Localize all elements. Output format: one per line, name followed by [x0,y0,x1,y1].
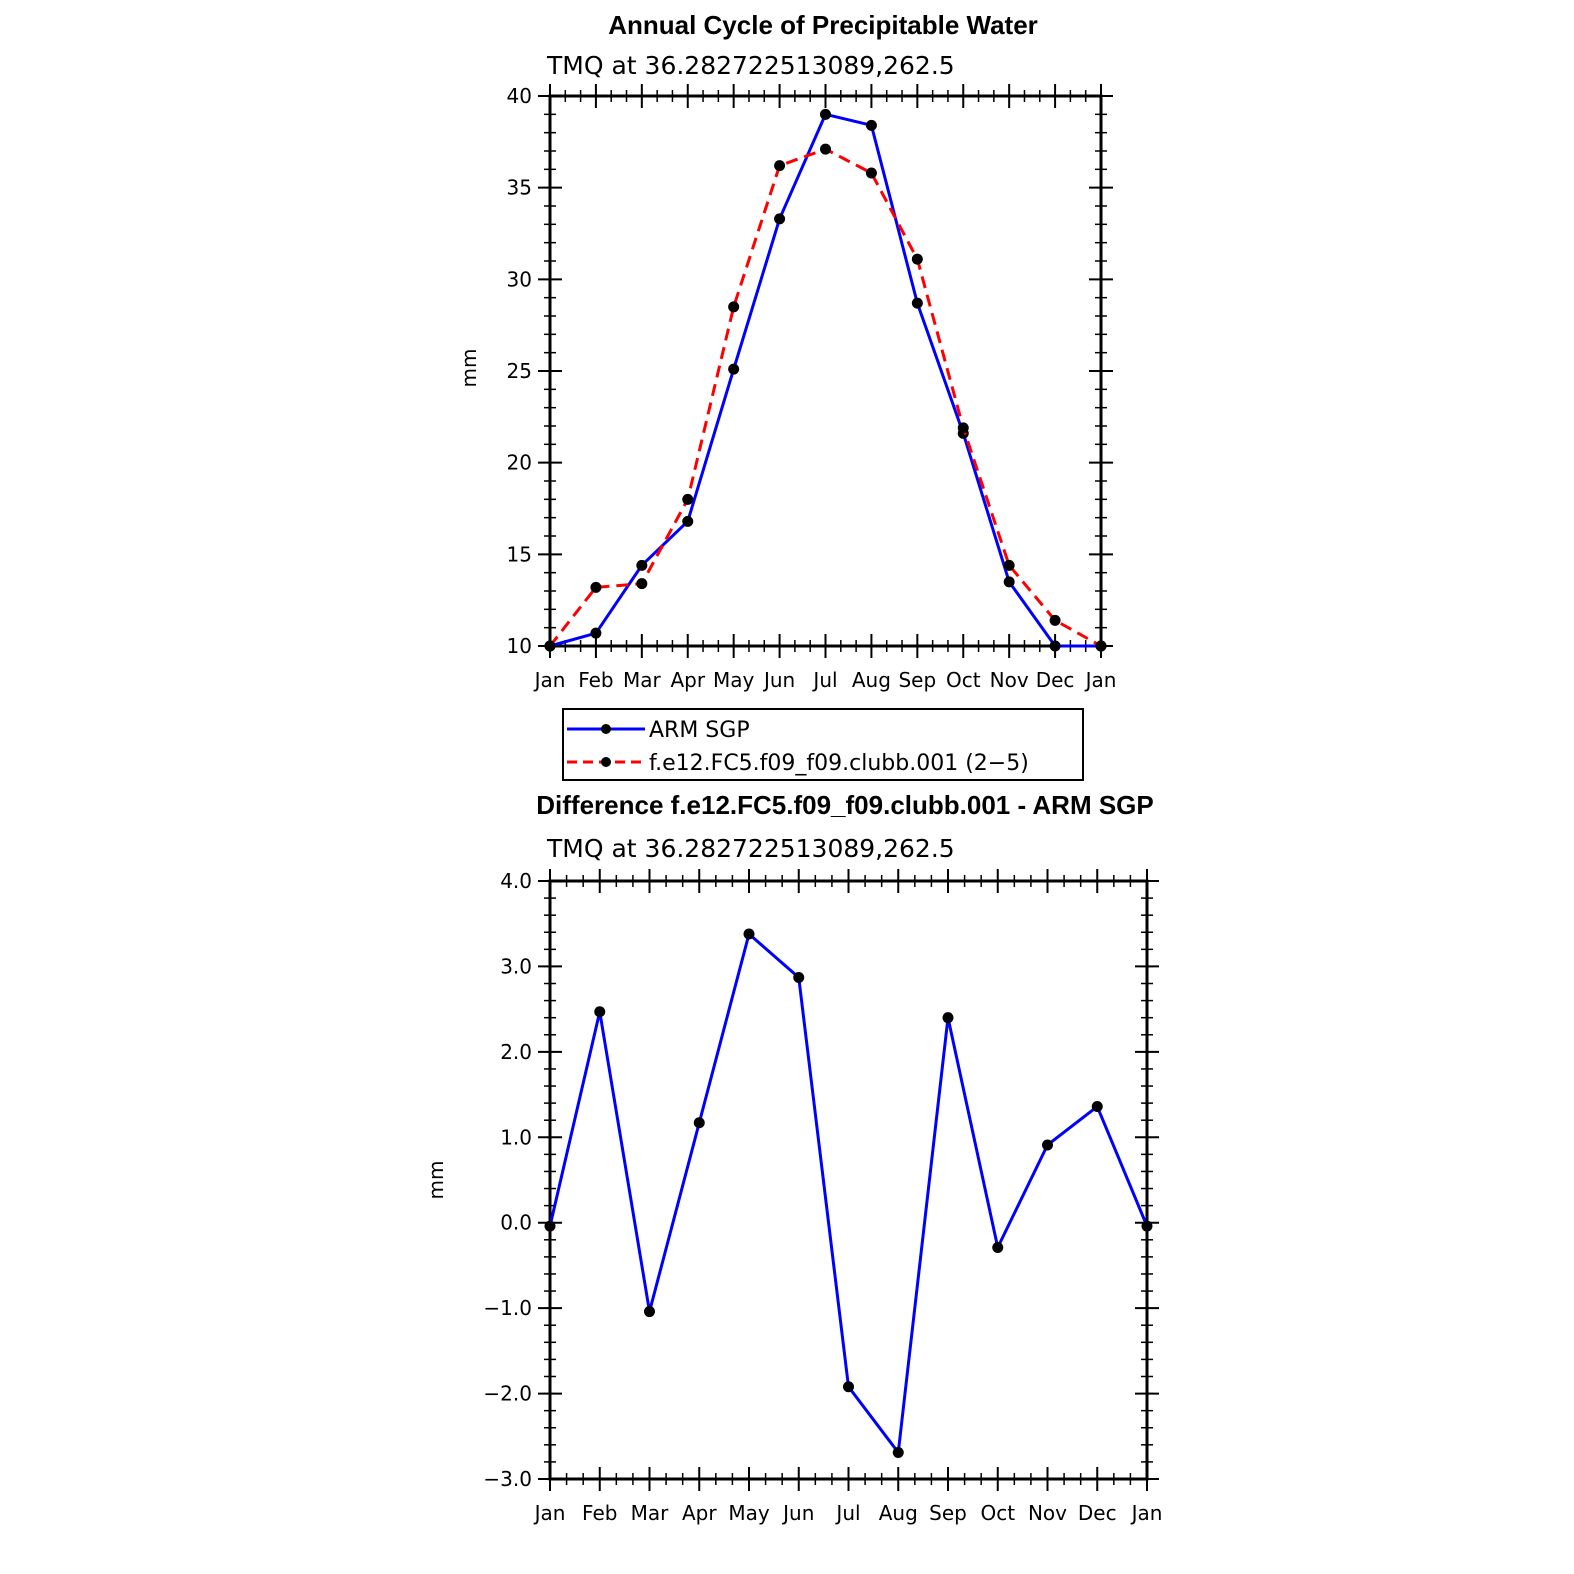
series-0-point [1049,640,1061,652]
legend-label-model: f.e12.FC5.f09_f09.clubb.001 (2−5) [649,751,1029,776]
x-tick-label: Mar [623,668,662,692]
series-0-point [594,1006,606,1018]
series-0-point [1003,576,1015,588]
x-tick-label: Nov [1028,1501,1067,1525]
series-1-point [820,143,831,155]
series-0-point [728,363,740,375]
x-tick-label: Apr [670,668,705,692]
x-tick-label: Jan [533,1501,566,1525]
series-0-point [682,515,694,527]
chart-title: Annual Cycle of Precipitable Water [608,10,1038,40]
x-tick-label: Jun [781,1501,814,1525]
x-tick-label: Feb [578,668,613,692]
series-1-point [636,578,648,590]
y-tick-label: 40 [507,84,532,108]
difference-chart: Difference f.e12.FC5.f09_f09.clubb.001 -… [424,790,1162,1525]
series-1-point [1049,614,1061,626]
x-tick-label: Dec [1078,1501,1117,1525]
x-tick-label: Oct [946,668,981,692]
x-tick-label: Sep [929,1501,967,1525]
legend-box [562,708,1084,781]
series-1-point [1003,559,1015,571]
y-tick-label: 1.0 [500,1125,532,1149]
legend: ARM SGP f.e12.FC5.f09_f09.clubb.001 (2−5… [562,708,1084,781]
y-tick-label: 25 [507,359,532,383]
series-1-point [865,167,877,179]
x-tick-label: Jan [533,668,566,692]
series-0-point [865,119,877,131]
y-tick-label: 4.0 [500,869,532,893]
annual-cycle-chart: Annual Cycle of Precipitable Water TMQ a… [457,10,1117,781]
series-0-point [992,1241,1004,1253]
x-tick-label: Jun [762,668,795,692]
series-0-point [693,1117,705,1129]
series-line-1 [548,147,1102,648]
y-tick-label: 30 [507,267,532,291]
y-axis-label: mm [457,349,481,388]
x-tick-label: Jan [1084,668,1117,692]
y-tick-label: −1.0 [483,1296,532,1320]
x-tick-label: Jul [811,668,837,692]
series-1-point [590,581,602,593]
x-tick-label: Jul [834,1501,860,1525]
series-0-point [911,297,923,309]
y-tick-label: 2.0 [500,1040,532,1064]
series-0-point [774,213,786,225]
chart-subtitle: TMQ at 36.282722513089,262.5 [546,51,955,80]
x-tick-label: Dec [1036,668,1075,692]
chart-title: Difference f.e12.FC5.f09_f09.clubb.001 -… [536,790,1153,820]
series-line-0 [549,112,1101,648]
x-tick-label: May [728,1501,770,1525]
series-0-point [743,928,755,940]
plot-area: −3.0 −2.0 −1.0 0.0 1.0 2.0 3.0 4.0 Jan Feb Mar Apr M… [483,869,1162,1525]
series-0-point [843,1381,854,1393]
series-0-point [942,1012,954,1024]
series-0-point [793,972,805,984]
series-0-point [590,627,602,639]
series-0-point [644,1306,655,1318]
series-0-point [820,108,831,120]
x-tick-label: Sep [898,668,936,692]
legend-marker-arm-sgp [601,724,611,734]
x-tick-label: Oct [980,1501,1015,1525]
series-1-point [911,253,923,265]
y-tick-label: 0.0 [500,1211,532,1235]
series-0-point [892,1447,904,1459]
y-tick-label: −2.0 [483,1382,532,1406]
series-0-point [1091,1101,1103,1113]
x-tick-label: Nov [990,668,1029,692]
series-1-point [1095,640,1107,652]
legend-marker-model [601,757,611,767]
x-tick-label: Apr [682,1501,717,1525]
series-0-point [1042,1139,1053,1151]
y-tick-label: 20 [507,451,532,475]
series-1-point [544,640,556,652]
series-1-point [728,301,740,313]
legend-label-arm-sgp: ARM SGP [649,718,750,743]
series-0-point [1141,1220,1153,1232]
y-tick-label: 15 [507,542,532,566]
series-1-point [957,422,969,434]
x-tick-label: May [713,668,755,692]
series-1-point [774,160,786,172]
plot-area: 10 15 20 25 30 35 40 Jan Feb Mar Apr May Jun Jul Aug Se… [507,84,1117,692]
chart-subtitle: TMQ at 36.282722513089,262.5 [546,834,955,863]
y-tick-label: 10 [507,634,532,658]
x-tick-label: Aug [852,668,891,692]
series-1-point [682,493,694,505]
series-0-point [636,559,648,571]
y-axis-label: mm [424,1161,448,1200]
plot-frame [548,94,1103,648]
x-tick-label: Feb [582,1501,617,1525]
x-tick-label: Aug [879,1501,918,1525]
x-tick-label: Mar [631,1501,670,1525]
y-tick-label: 3.0 [500,954,532,978]
y-tick-label: 35 [507,176,532,200]
series-line-0 [548,932,1149,1455]
y-tick-label: −3.0 [483,1467,532,1491]
series-0-point [544,1220,556,1232]
x-tick-label: Jan [1130,1501,1163,1525]
